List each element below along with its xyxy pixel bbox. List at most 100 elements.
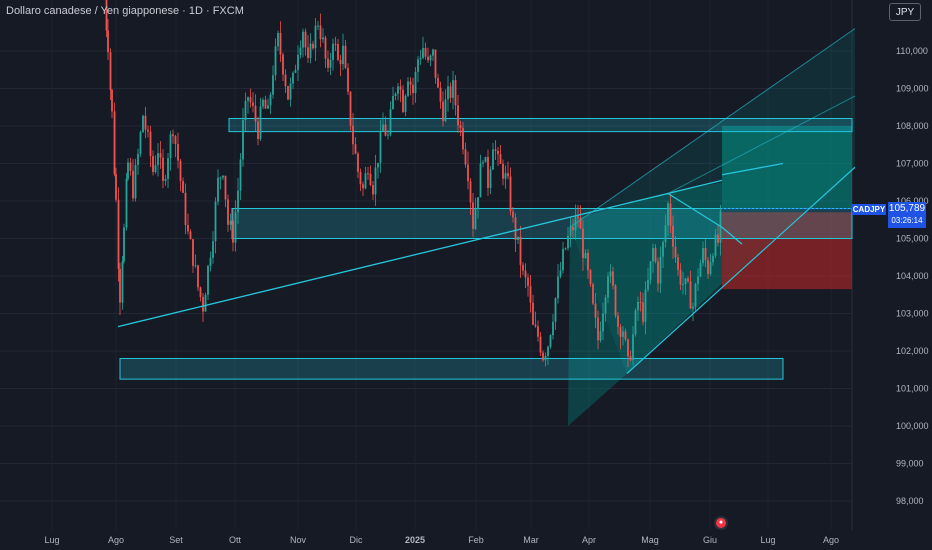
candle-body: [497, 150, 499, 155]
candle-body: [324, 37, 327, 59]
candle-body: [349, 91, 352, 126]
x-tick-label: Ago: [108, 535, 124, 545]
candle-body: [382, 124, 384, 131]
candle-body: [667, 203, 669, 226]
y-tick-label: 107,000: [896, 159, 929, 169]
x-tick-label: Giu: [703, 535, 717, 545]
candle-body: [279, 32, 282, 55]
candle-body: [619, 326, 622, 337]
candle-body: [113, 111, 116, 175]
candle-body: [429, 55, 432, 61]
time-axis[interactable]: Lug Ago Set Ott Nov Dic 2025 Feb Mar Apr Mag Giu Lug…: [44, 535, 839, 545]
x-tick-label: Lug: [44, 535, 59, 545]
candle-body: [237, 190, 239, 213]
candle-body: [312, 43, 314, 49]
economic-event-icon[interactable]: ●: [714, 516, 728, 530]
y-tick-label: 110,000: [896, 46, 928, 56]
candle-body: [397, 86, 399, 94]
candle-body: [299, 47, 302, 55]
candle-body: [644, 289, 647, 322]
candle-body: [594, 303, 597, 318]
candle-body: [414, 71, 417, 94]
last-price-tag: 105,789 03:26:14: [888, 202, 926, 228]
chart-title: Dollaro canadese / Yen giapponese · 1D ·…: [6, 5, 244, 17]
candle-body: [479, 163, 482, 198]
candle-body: [189, 231, 192, 240]
candle-body: [707, 260, 709, 274]
candle-body: [197, 265, 199, 288]
candle-body: [622, 331, 624, 337]
candle-body: [682, 284, 684, 286]
candle-body: [609, 271, 612, 277]
candle-body: [272, 75, 274, 95]
candle-body: [512, 211, 514, 218]
candle-body: [657, 261, 659, 284]
bar-countdown: 03:26:14: [891, 216, 923, 225]
candle-body: [554, 298, 557, 322]
x-tick-label: Mag: [641, 535, 659, 545]
candle-body: [109, 52, 112, 90]
candle-body: [419, 57, 422, 60]
candle-body: [527, 277, 529, 286]
y-tick-label: 100,000: [896, 421, 929, 431]
candle-body: [119, 268, 121, 303]
candle-body: [262, 99, 264, 107]
candle-body: [127, 162, 129, 179]
candle-body: [604, 297, 607, 314]
candle-body: [492, 149, 494, 170]
candle-body: [139, 132, 142, 154]
candle-body: [602, 313, 604, 332]
candle-body: [344, 45, 347, 68]
candle-body: [577, 216, 579, 219]
channel-mid-line: [667, 95, 856, 194]
candle-body: [417, 59, 419, 72]
candle-body: [489, 169, 492, 188]
candle-body: [509, 176, 512, 212]
projection-ray: [721, 162, 784, 176]
candle-body: [427, 56, 429, 61]
candle-body: [502, 163, 504, 179]
candle-body: [352, 125, 354, 145]
candle-body: [422, 48, 424, 58]
candle-body: [302, 31, 304, 48]
candle-body: [322, 37, 324, 40]
candle-body: [174, 136, 177, 145]
candle-body: [467, 164, 469, 182]
candle-body: [557, 276, 559, 299]
price-axis[interactable]: 110,000 109,000 108,000 107,000 106,000 105,0…: [896, 46, 929, 506]
target-zone: [722, 126, 852, 209]
candle-body: [589, 270, 592, 285]
candle-body: [319, 25, 322, 40]
candle-body: [517, 236, 519, 240]
candle-body: [459, 125, 462, 128]
candle-body: [597, 317, 599, 341]
candle-body: [269, 94, 272, 106]
candle-body: [559, 270, 562, 277]
candle-body: [599, 331, 602, 341]
candle-body: [105, 0, 108, 31]
candle-body: [364, 173, 367, 189]
candle-body: [487, 156, 489, 188]
candle-body: [187, 225, 189, 232]
x-tick-label: Ago: [823, 535, 839, 545]
candle-body: [632, 334, 634, 360]
candle-body: [692, 306, 694, 309]
candle-body: [287, 86, 289, 100]
candle-body: [514, 217, 517, 240]
candle-body: [579, 218, 582, 229]
candle-body: [149, 131, 152, 157]
candle-body: [402, 89, 404, 112]
candle-body: [207, 265, 209, 295]
candle-body: [454, 80, 457, 106]
currency-button[interactable]: JPY: [889, 3, 921, 21]
candle-body: [264, 99, 267, 109]
candle-body: [664, 225, 667, 243]
candle-body: [257, 121, 259, 139]
candle-body: [239, 159, 242, 191]
candle-body: [222, 175, 224, 178]
trend-line: [721, 226, 743, 245]
candle-body: [209, 257, 212, 266]
candle-body: [372, 184, 374, 195]
candle-body: [232, 220, 234, 243]
